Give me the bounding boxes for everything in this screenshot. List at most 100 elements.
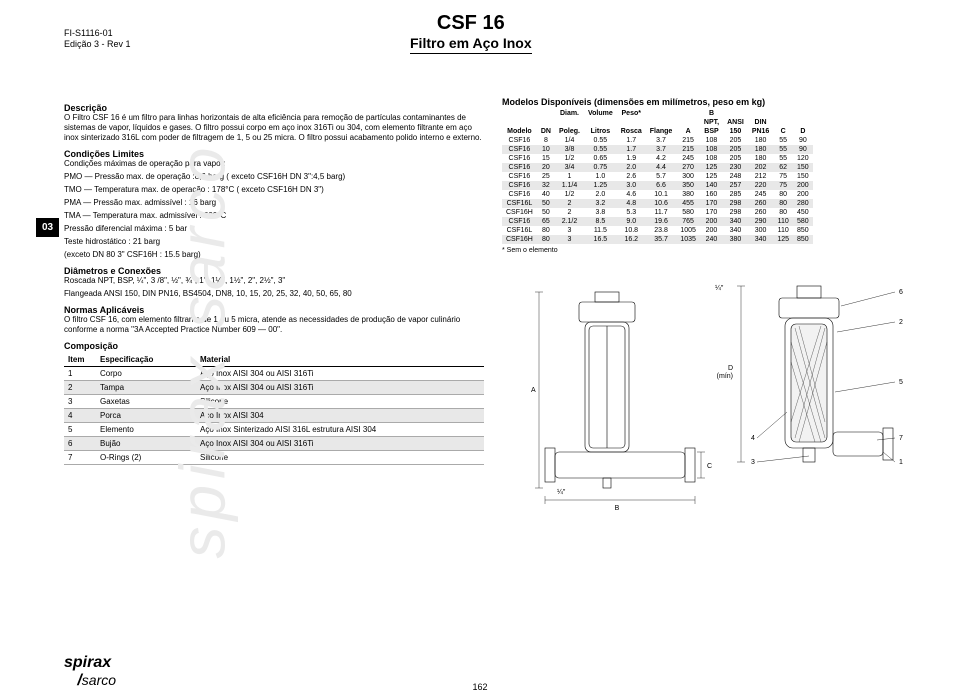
m-cell: 108: [700, 145, 723, 154]
m-cell: CSF16: [502, 172, 537, 181]
comp-header: Material: [196, 353, 484, 367]
m-cell: 110: [773, 217, 793, 226]
m-cell: 90: [793, 145, 813, 154]
page-number: 162: [472, 682, 487, 692]
m-cell: 16.2: [617, 235, 646, 244]
m-cell: 2.0: [584, 190, 617, 199]
m-cell: CSF16L: [502, 199, 537, 208]
m-cell: 80: [537, 226, 555, 235]
m-header: ANSI: [723, 118, 748, 127]
m-header: Poleg.: [555, 127, 584, 136]
comp-cell: Aço Inox AISI 304 ou AISI 316Ti: [196, 437, 484, 451]
m-cell: 125: [773, 235, 793, 244]
m-cell: 1: [555, 172, 584, 181]
m-header: D: [793, 127, 813, 136]
m-cell: 3: [555, 235, 584, 244]
title-main: CSF 16: [410, 12, 532, 35]
m-cell: 0.75: [584, 163, 617, 172]
m-cell: 50: [537, 208, 555, 217]
m-row: CSF16151/20.651.94.224510820518055120: [502, 154, 813, 163]
m-cell: 4.6: [617, 190, 646, 199]
m-cell: 2: [555, 208, 584, 217]
m-cell: 3.8: [584, 208, 617, 217]
cond-line: Teste hidrostático : 21 barg: [64, 237, 484, 247]
callout-5: 5: [899, 379, 903, 386]
m-cell: 455: [676, 199, 700, 208]
cond-line: Pressão diferencial máxima : 5 bar: [64, 224, 484, 234]
cond-line: (exceto DN 80 3" CSF16H : 15.5 barg): [64, 250, 484, 260]
m-cell: 340: [723, 217, 748, 226]
comp-cell: 5: [64, 423, 96, 437]
m-header: [502, 109, 537, 118]
m-row: CSF16401/22.04.610.138016028524580200: [502, 190, 813, 199]
technical-drawing: A B C ¼" ¼": [502, 262, 928, 512]
m-cell: 90: [793, 136, 813, 145]
comp-cell: Gaxetas: [96, 395, 196, 409]
m-cell: CSF16: [502, 136, 537, 145]
m-row: CSF16H5023.85.311.758017029826080450: [502, 208, 813, 217]
m-header: A: [676, 127, 700, 136]
m-cell: 1.7: [617, 136, 646, 145]
m-cell: 62: [773, 163, 793, 172]
m-cell: 125: [700, 163, 723, 172]
m-header: [676, 109, 700, 118]
descricao-text: O Filtro CSF 16 é um filtro para linhas …: [64, 113, 484, 143]
comp-row: 5ElementoAço Inox Sinterizado AISI 316L …: [64, 423, 484, 437]
m-cell: 11.7: [646, 208, 677, 217]
m-header: [748, 109, 774, 118]
m-cell: 180: [748, 145, 774, 154]
m-cell: 5.7: [646, 172, 677, 181]
m-cell: CSF16L: [502, 226, 537, 235]
cond-line: PMA — Pressão max. admissível : 16 barg: [64, 198, 484, 208]
comp-cell: Silicone: [196, 451, 484, 465]
title-sub: Filtro em Aço Inox: [410, 35, 532, 54]
m-cell: 108: [700, 154, 723, 163]
m-cell: 248: [723, 172, 748, 181]
m-cell: 298: [723, 199, 748, 208]
composicao-title: Composição: [64, 341, 484, 351]
m-row: CSF1681/40.551.73.72151082051805590: [502, 136, 813, 145]
m-header: [617, 118, 646, 127]
m-cell: 55: [773, 136, 793, 145]
diam-conn-title: Diâmetros e Conexões: [64, 266, 484, 276]
comp-cell: Aço Inox AISI 304 ou AISI 316Ti: [196, 367, 484, 381]
m-header: Flange: [646, 127, 677, 136]
m-cell: 0.65: [584, 154, 617, 163]
right-column: Modelos Disponíveis (dimensões em milíme…: [502, 97, 928, 512]
m-header: PN16: [748, 127, 774, 136]
m-cell: 0.55: [584, 136, 617, 145]
m-row: CSF16203/40.752.04.427012523020262150: [502, 163, 813, 172]
m-cell: 125: [700, 172, 723, 181]
m-header: [793, 118, 813, 127]
m-cell: 1/2: [555, 190, 584, 199]
comp-cell: 2: [64, 381, 96, 395]
m-header: NPT,: [700, 118, 723, 127]
m-cell: 200: [700, 226, 723, 235]
m-cell: 8.5: [584, 217, 617, 226]
comp-row: 3GaxetasSilicone: [64, 395, 484, 409]
m-cell: 4.8: [617, 199, 646, 208]
m-cell: 380: [676, 190, 700, 199]
m-cell: 1.1/4: [555, 181, 584, 190]
m-cell: 257: [723, 181, 748, 190]
comp-cell: 3: [64, 395, 96, 409]
m-header: DIN: [748, 118, 774, 127]
m-cell: 200: [700, 217, 723, 226]
m-cell: 765: [676, 217, 700, 226]
comp-cell: Bujão: [96, 437, 196, 451]
comp-cell: Aço Inox Sinterizado AISI 316L estrutura…: [196, 423, 484, 437]
m-header: Peso*: [617, 109, 646, 118]
comp-row: 2TampaAço Inox AISI 304 ou AISI 316Ti: [64, 381, 484, 395]
m-cell: 260: [748, 199, 774, 208]
m-header: Rosca: [617, 127, 646, 136]
logo: spirax /sarco: [64, 654, 116, 690]
composicao-table: ItemEspecificaçãoMaterial 1CorpoAço Inox…: [64, 353, 484, 465]
callout-1: 1: [899, 459, 903, 466]
m-cell: 230: [723, 163, 748, 172]
comp-row: 7O-Rings (2)Silicone: [64, 451, 484, 465]
m-cell: 200: [793, 190, 813, 199]
m-cell: 170: [700, 199, 723, 208]
m-cell: 280: [793, 199, 813, 208]
callout-7: 7: [899, 435, 903, 442]
models-title: Modelos Disponíveis (dimensões em milíme…: [502, 97, 928, 107]
